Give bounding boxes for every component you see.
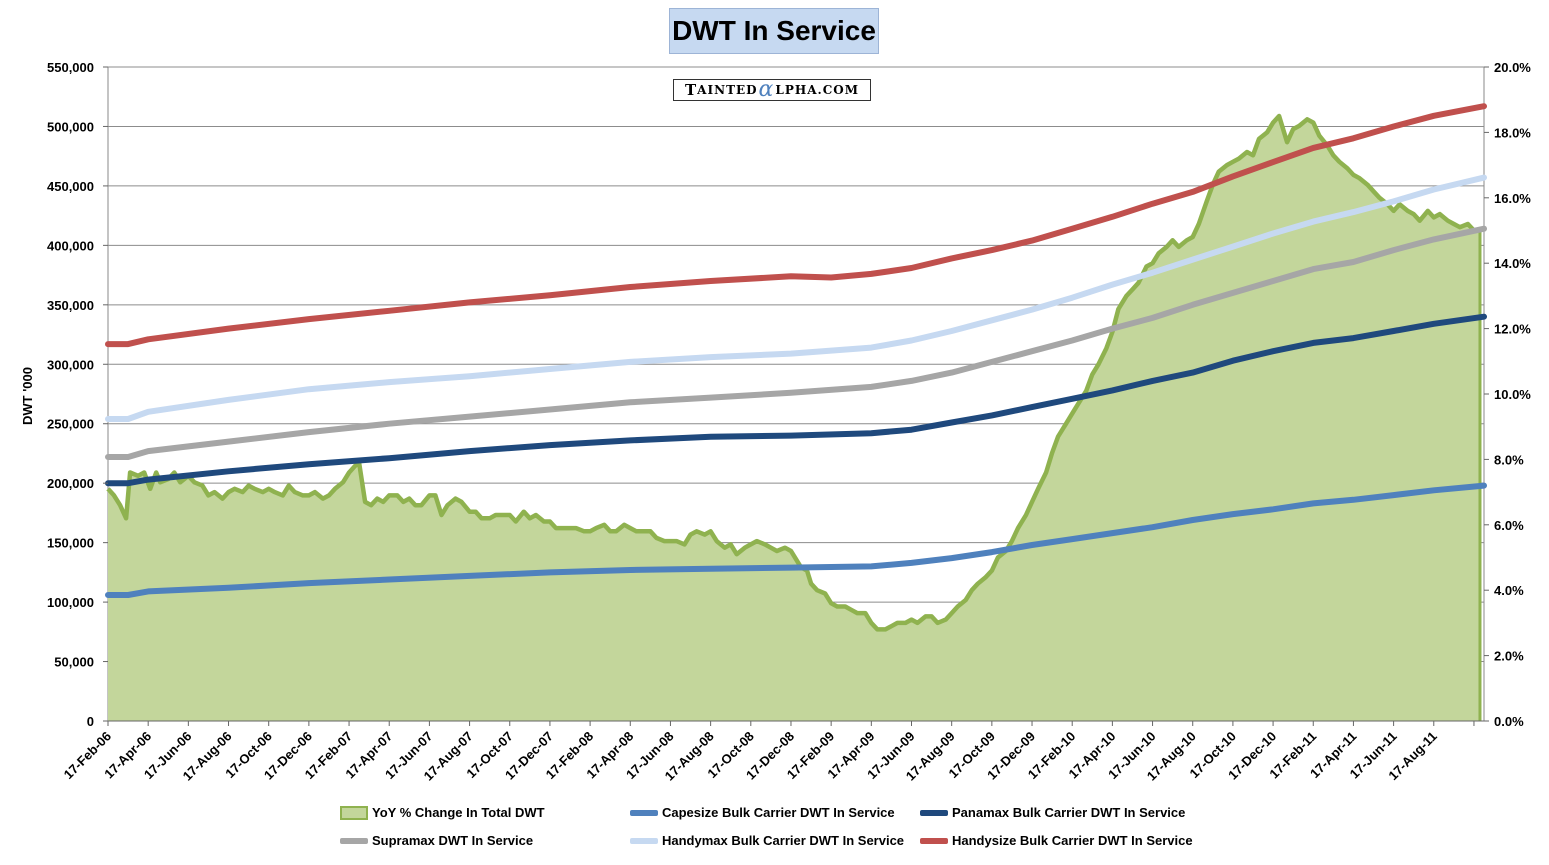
legend-swatch <box>920 837 948 844</box>
legend-label: Panamax Bulk Carrier DWT In Service <box>952 805 1186 820</box>
y2-tick-label: 4.0% <box>1494 583 1524 598</box>
legend-label: Handymax Bulk Carrier DWT In Service <box>662 833 905 848</box>
line-series-0 <box>105 482 1487 598</box>
line-series-3 <box>105 174 1487 422</box>
legend-swatch <box>340 837 368 844</box>
y2-tick-label: 16.0% <box>1494 191 1531 206</box>
y2-tick-label: 10.0% <box>1494 387 1531 402</box>
y-tick-label: 50,000 <box>54 655 94 670</box>
y-tick-label: 300,000 <box>47 357 94 372</box>
area-series <box>106 113 1482 721</box>
y-tick-label: 0 <box>87 714 94 729</box>
legend-item: Supramax DWT In Service <box>340 833 533 848</box>
legend-item: Handymax Bulk Carrier DWT In Service <box>630 833 904 848</box>
y-axis-label: DWT '000 <box>20 367 35 425</box>
chart-title: DWT In Service <box>669 8 879 54</box>
legend-item: Panamax Bulk Carrier DWT In Service <box>920 805 1185 820</box>
line-series-4 <box>105 103 1487 348</box>
legend-label: Supramax DWT In Service <box>372 833 534 848</box>
legend-swatch <box>630 837 658 844</box>
y2-tick-label: 2.0% <box>1494 649 1524 664</box>
area-fill-yoy <box>108 116 1480 721</box>
y2-tick-label: 0.0% <box>1494 714 1524 729</box>
y-tick-label: 200,000 <box>47 476 94 491</box>
watermark-logo: T AINTED α LPHA.COM <box>673 79 871 101</box>
legend-label: Capesize Bulk Carrier DWT In Service <box>662 805 895 820</box>
legend-swatch <box>920 809 948 816</box>
legend-swatch <box>630 809 658 816</box>
y-tick-label: 400,000 <box>47 238 94 253</box>
legend-label: Handysize Bulk Carrier DWT In Service <box>952 833 1193 848</box>
y2-tick-label: 12.0% <box>1494 322 1531 337</box>
y-tick-label: 250,000 <box>47 417 94 432</box>
legend-item: Capesize Bulk Carrier DWT In Service <box>630 805 895 820</box>
y2-tick-label: 20.0% <box>1494 60 1531 75</box>
y-tick-label: 350,000 <box>47 298 94 313</box>
y-tick-label: 450,000 <box>47 179 94 194</box>
y2-tick-label: 6.0% <box>1494 518 1524 533</box>
line-series-2 <box>105 225 1487 460</box>
legend-label: YoY % Change In Total DWT <box>372 805 545 820</box>
legend-item: Handysize Bulk Carrier DWT In Service <box>920 833 1193 848</box>
y-tick-label: 550,000 <box>47 60 94 75</box>
y2-tick-label: 8.0% <box>1494 452 1524 467</box>
y2-tick-label: 14.0% <box>1494 256 1531 271</box>
legend-item: YoY % Change In Total DWT <box>340 805 545 820</box>
y-tick-label: 100,000 <box>47 595 94 610</box>
line-series <box>105 103 1487 598</box>
y-tick-label: 500,000 <box>47 119 94 134</box>
line-series-1 <box>105 313 1487 487</box>
y2-tick-label: 18.0% <box>1494 125 1531 140</box>
area-line-yoy <box>106 113 1480 632</box>
y-tick-label: 150,000 <box>47 536 94 551</box>
legend-swatch <box>340 805 368 820</box>
legend: YoY % Change In Total DWT Capesize Bulk C… <box>340 805 1240 855</box>
